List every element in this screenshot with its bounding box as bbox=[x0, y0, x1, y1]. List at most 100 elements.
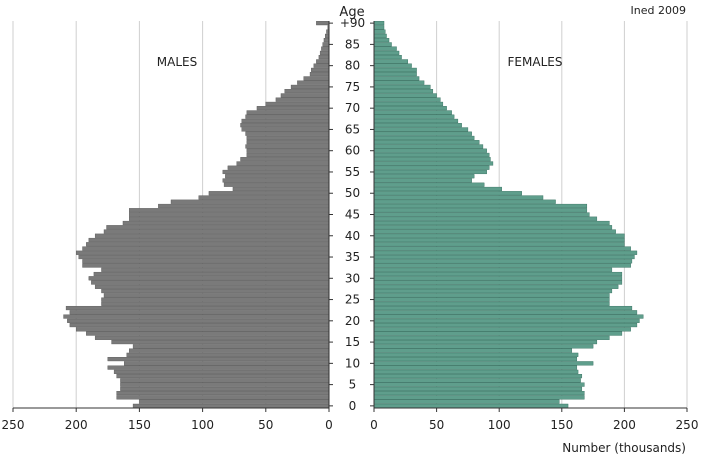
female-bar-age-81 bbox=[373, 59, 409, 64]
age-tick-label: 0 bbox=[349, 399, 357, 413]
female-bar-age-53 bbox=[373, 178, 472, 183]
male-bar-age-42 bbox=[106, 225, 330, 230]
male-bar-age-11 bbox=[107, 357, 330, 362]
female-bar-age-75 bbox=[373, 84, 431, 89]
age-tick-label: 5 bbox=[349, 378, 357, 392]
age-tick-label: 80 bbox=[345, 59, 360, 73]
male-bar-age-8 bbox=[113, 369, 330, 374]
female-bar-age-23 bbox=[373, 305, 633, 311]
male-bar-age-62 bbox=[246, 140, 330, 145]
male-bar-age-34 bbox=[82, 259, 330, 264]
male-bar-age-27 bbox=[101, 288, 330, 294]
female-bar-age-46 bbox=[373, 208, 588, 213]
male-bar-age-67 bbox=[241, 118, 330, 124]
male-bar-age-66 bbox=[240, 123, 330, 128]
female-bar-age-12 bbox=[373, 352, 579, 357]
female-bar-age-86 bbox=[373, 38, 390, 43]
age-tick-label: 45 bbox=[345, 208, 360, 222]
male-bar-age-25 bbox=[101, 297, 330, 302]
female-bar-age-25 bbox=[373, 297, 610, 302]
female-bar-age-63 bbox=[373, 135, 475, 141]
female-bar-age-56 bbox=[373, 165, 490, 170]
male-bar-age-24 bbox=[101, 301, 330, 306]
x-tick-label: 200 bbox=[65, 418, 88, 432]
female-bar-age-11 bbox=[373, 357, 578, 362]
female-bar-age-83 bbox=[373, 50, 400, 55]
male-bar-age-5 bbox=[120, 382, 330, 387]
male-bar-age-65 bbox=[241, 127, 330, 132]
male-bar-age-43 bbox=[122, 220, 330, 226]
female-bar-age-70 bbox=[373, 106, 447, 111]
female-bar-age-27 bbox=[373, 288, 613, 294]
x-tick-label: 250 bbox=[676, 418, 699, 432]
male-bar-age-6 bbox=[120, 378, 330, 383]
male-bar-age-12 bbox=[126, 352, 330, 357]
female-bar-age-36 bbox=[373, 250, 638, 255]
female-bar-age-3 bbox=[373, 391, 585, 396]
female-bar-age-51 bbox=[373, 186, 502, 192]
female-bar-age-88 bbox=[373, 29, 386, 34]
female-bar-age-38 bbox=[373, 242, 625, 247]
x-tick-label: 100 bbox=[191, 418, 214, 432]
male-bar-age-53 bbox=[222, 178, 330, 183]
male-bar-age-56 bbox=[227, 165, 330, 170]
female-bar-age-32 bbox=[373, 267, 613, 272]
female-bar-age-35 bbox=[373, 254, 635, 260]
female-bar-age-76 bbox=[373, 80, 425, 85]
age-tick-label: +90 bbox=[340, 16, 365, 30]
female-bar-age-85 bbox=[373, 42, 392, 47]
male-bar-age-84 bbox=[321, 46, 330, 51]
male-bar-age-45 bbox=[129, 212, 330, 217]
male-bar-age-83 bbox=[319, 50, 330, 55]
male-bar-age-80 bbox=[313, 63, 330, 68]
female-bar-age-24 bbox=[373, 301, 610, 306]
female-bar-age-68 bbox=[373, 114, 455, 119]
male-bar-age-55 bbox=[222, 169, 330, 175]
female-bar-age-8 bbox=[373, 369, 579, 374]
male-bar-age-28 bbox=[94, 284, 330, 289]
x-tick-label: 150 bbox=[550, 418, 573, 432]
females-bars bbox=[373, 21, 644, 408]
female-bar-age-19 bbox=[373, 322, 638, 328]
female-bar-age-84 bbox=[373, 46, 397, 51]
x-tick-label: 200 bbox=[613, 418, 636, 432]
male-bar-age-3 bbox=[116, 391, 330, 396]
male-bar-age-18 bbox=[75, 327, 330, 332]
female-bar-age-26 bbox=[373, 293, 610, 298]
male-bar-age-60 bbox=[246, 148, 330, 153]
male-bar-age-33 bbox=[82, 263, 330, 268]
male-bar-age-79 bbox=[311, 67, 330, 72]
female-bar-age-52 bbox=[373, 182, 485, 187]
male-bar-age-35 bbox=[78, 254, 330, 260]
age-tick-label: 75 bbox=[345, 80, 360, 94]
male-bar-age-17 bbox=[86, 331, 330, 336]
male-bar-age-57 bbox=[236, 161, 330, 166]
female-bar-age-7 bbox=[373, 374, 583, 379]
female-bar-age-87 bbox=[373, 33, 387, 38]
male-bar-age-23 bbox=[65, 305, 330, 311]
female-bar-age-34 bbox=[373, 259, 633, 264]
female-bar-age-79 bbox=[373, 67, 417, 72]
female-bar-age-82 bbox=[373, 55, 402, 60]
age-tick-label: 15 bbox=[345, 335, 360, 349]
male-bar-age-46 bbox=[129, 208, 330, 213]
female-bar-age-45 bbox=[373, 212, 590, 217]
male-bar-age-22 bbox=[69, 310, 330, 315]
male-bar-age-14 bbox=[132, 344, 330, 349]
x-tick-label: 0 bbox=[325, 418, 333, 432]
female-bar-age-21 bbox=[373, 314, 644, 319]
male-bar-age-47 bbox=[158, 203, 330, 209]
male-bar-age-37 bbox=[82, 246, 330, 251]
male-bar-age-81 bbox=[316, 59, 330, 64]
age-tick-label: 50 bbox=[345, 186, 360, 200]
age-tick-label: 30 bbox=[345, 271, 360, 285]
male-bar-age-13 bbox=[129, 348, 330, 353]
female-bar-age-22 bbox=[373, 310, 638, 315]
female-bar-age-77 bbox=[373, 76, 420, 81]
source-label: Ined 2009 bbox=[631, 4, 686, 17]
female-bar-age-54 bbox=[373, 174, 475, 179]
female-bar-age-74 bbox=[373, 89, 434, 94]
male-bar-age-10 bbox=[124, 361, 330, 366]
